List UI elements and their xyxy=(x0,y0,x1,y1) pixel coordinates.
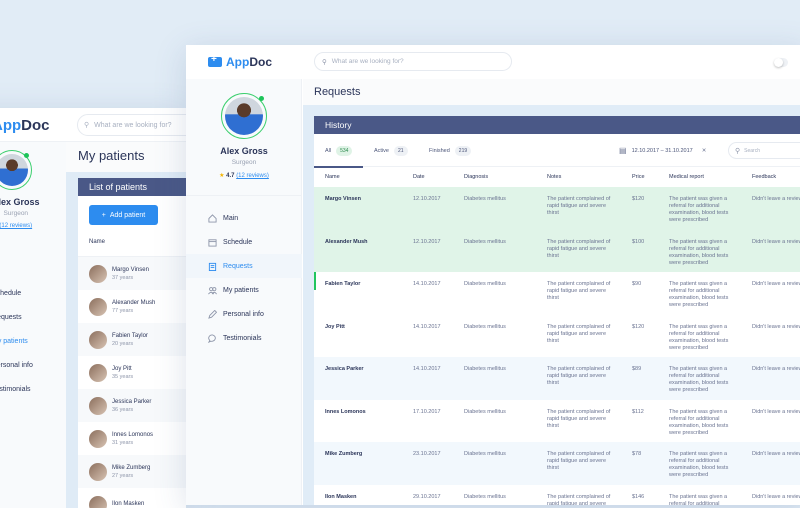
patient-item[interactable]: Ilon Masken xyxy=(78,488,186,508)
nav-my-patients[interactable]: My patients xyxy=(186,278,302,302)
nav-main[interactable]: Main xyxy=(186,206,302,230)
count-badge: 219 xyxy=(455,146,471,156)
search-icon: ⚲ xyxy=(735,147,740,155)
calendar-icon xyxy=(208,238,217,247)
patient-avatar xyxy=(89,364,107,382)
pencil-icon xyxy=(208,310,217,319)
profile-name: Alex Gross xyxy=(186,146,302,156)
home-icon xyxy=(208,214,217,223)
count-badge: 21 xyxy=(394,146,408,156)
avatar[interactable] xyxy=(221,93,267,139)
nav-personal-info[interactable]: Personal info xyxy=(0,362,33,386)
calendar-icon: ▤ xyxy=(619,146,627,155)
nav-personal-info[interactable]: Personal info xyxy=(186,302,302,326)
card-title: History xyxy=(314,116,800,134)
column-header: Name xyxy=(78,225,186,257)
search-input[interactable]: ⚲What are we looking for? xyxy=(77,114,186,136)
nav-testimonials[interactable]: Testimonials xyxy=(0,386,33,410)
patient-avatar xyxy=(89,331,107,349)
count-badge: 534 xyxy=(336,146,352,156)
sidebar-nav: Main Schedule Requests My patients Perso… xyxy=(186,195,302,350)
sidebar-nav: Schedule Requests My patients Personal i… xyxy=(0,290,33,410)
add-patient-button[interactable]: +Add patient xyxy=(89,205,158,225)
table-header: Name Date Diagnosis Notes Price Medical … xyxy=(314,167,800,187)
plus-icon: + xyxy=(102,212,106,219)
search-input[interactable]: ⚲What are we looking for? xyxy=(314,52,512,71)
logo-icon xyxy=(208,57,222,67)
search-icon: ⚲ xyxy=(84,121,89,129)
sidebar: Alex Gross Surgeon ★ 4.7 (12 reviews) Ma… xyxy=(186,79,302,505)
table-search-input[interactable]: ⚲Search xyxy=(728,142,800,159)
profile: Alex Gross Surgeon (12 reviews) xyxy=(0,150,40,229)
page-title: Requests xyxy=(303,79,800,105)
patient-avatar xyxy=(89,265,107,283)
chat-icon xyxy=(208,334,217,343)
patient-avatar xyxy=(89,298,107,316)
clear-date-icon[interactable]: ✕ xyxy=(702,148,707,154)
profile-role: Surgeon xyxy=(0,210,40,217)
clipboard-icon xyxy=(208,262,217,271)
patient-avatar xyxy=(89,430,107,448)
nav-requests[interactable]: Requests xyxy=(0,314,33,338)
theme-toggle[interactable] xyxy=(774,58,788,67)
patient-avatar xyxy=(89,397,107,415)
nav-schedule[interactable]: Schedule xyxy=(186,230,302,254)
profile: Alex Gross Surgeon ★ 4.7 (12 reviews) xyxy=(186,93,302,179)
rating: ★ 4.7 (12 reviews) xyxy=(186,172,302,179)
patient-avatar xyxy=(89,496,107,508)
search-icon: ⚲ xyxy=(322,58,327,66)
avatar xyxy=(0,150,32,190)
page-title: My patients xyxy=(66,142,186,172)
nav-testimonials[interactable]: Testimonials xyxy=(186,326,302,350)
patients-card: List of patients +Add patient Name Margo… xyxy=(78,178,186,508)
star-icon: ★ xyxy=(219,173,224,179)
nav-my-patients[interactable]: My patients xyxy=(0,338,33,362)
users-icon xyxy=(208,286,217,295)
reviews-link[interactable]: (12 reviews) xyxy=(236,173,269,179)
profile-role: Surgeon xyxy=(186,159,302,166)
profile-name: Alex Gross xyxy=(0,197,40,207)
main-content: My patients List of patients +Add patien… xyxy=(66,142,186,508)
nav-requests[interactable]: Requests xyxy=(186,254,302,278)
reviews-link[interactable]: (12 reviews) xyxy=(0,223,32,229)
date-range-picker[interactable]: ▤12.10.2017 – 31.10.2017✕ xyxy=(619,134,706,167)
online-status-dot xyxy=(24,153,29,158)
nav-schedule[interactable]: Schedule xyxy=(0,290,33,314)
online-status-dot xyxy=(259,96,264,101)
patient-avatar xyxy=(89,463,107,481)
card-title: List of patients xyxy=(78,178,186,196)
